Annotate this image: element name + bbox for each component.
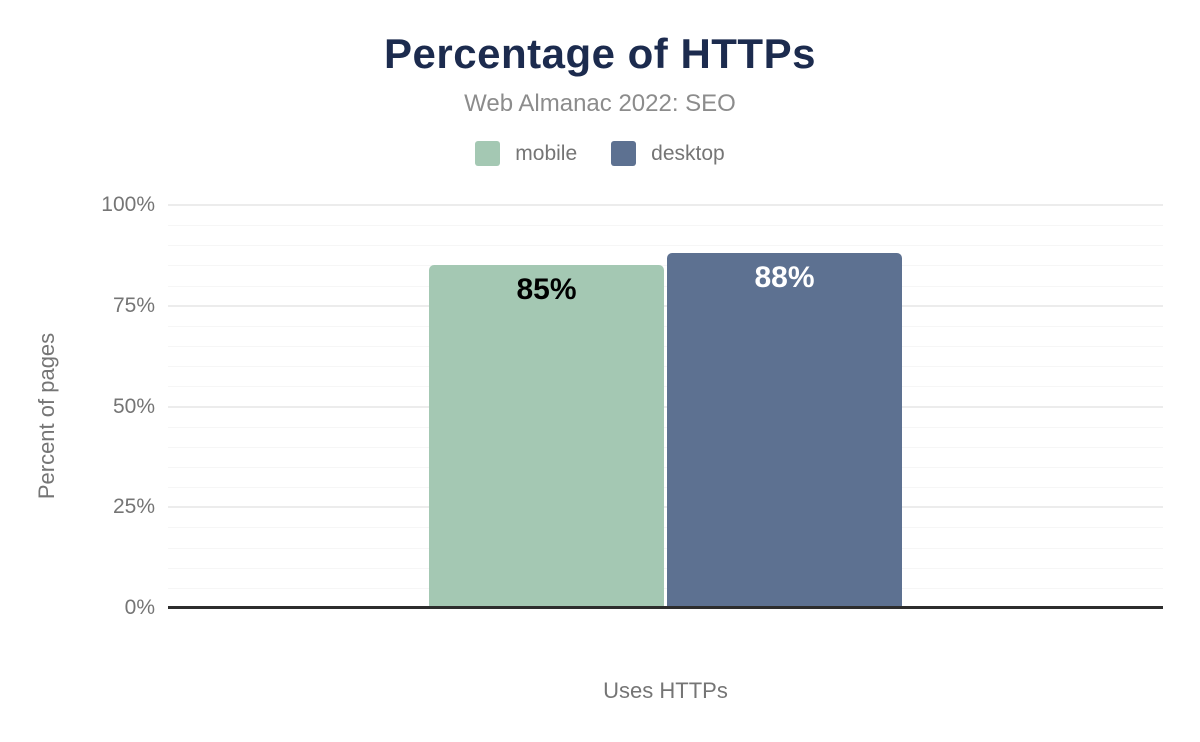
minor-gridline — [168, 325, 1163, 327]
bar-value-label: 85% — [516, 273, 577, 307]
minor-gridline — [168, 346, 1163, 348]
minor-gridline — [168, 265, 1163, 267]
y-tick-label: 0% — [124, 596, 155, 619]
x-axis-title: Uses HTTPs — [603, 678, 728, 703]
minor-gridline — [168, 587, 1163, 589]
y-tick-label: 25% — [112, 495, 155, 519]
major-gridline — [168, 506, 1163, 509]
minor-gridline — [168, 446, 1163, 448]
bars-group: 85% 88% — [168, 205, 1163, 608]
bar-value-label: 88% — [754, 261, 815, 295]
plot-area: 85% 88% — [168, 204, 1163, 609]
legend-swatch-desktop — [611, 141, 637, 166]
minor-gridline — [168, 386, 1163, 388]
y-tick-label: 100% — [101, 193, 155, 216]
minor-gridline — [168, 245, 1163, 247]
major-gridline — [168, 304, 1163, 307]
legend-item-mobile: mobile — [475, 141, 577, 166]
minor-gridline — [168, 527, 1163, 529]
y-tick-label: 50% — [112, 394, 155, 418]
legend: mobile desktop — [0, 141, 1200, 166]
minor-gridline — [168, 225, 1163, 227]
legend-item-desktop: desktop — [611, 141, 725, 166]
legend-label: mobile — [515, 141, 578, 165]
bar-desktop: 88% — [667, 253, 902, 608]
bar-mobile: 85% — [429, 265, 664, 608]
chart-title: Percentage of HTTPs — [384, 30, 816, 77]
minor-gridline — [168, 487, 1163, 489]
major-gridline — [168, 204, 1163, 206]
y-axis-ticks: 0% 25% 50% 75% 100% — [0, 193, 155, 619]
chart-subtitle: Web Almanac 2022: SEO — [464, 90, 736, 117]
minor-gridline — [168, 547, 1163, 549]
legend-swatch-mobile — [475, 141, 501, 166]
minor-gridline — [168, 466, 1163, 468]
minor-gridline — [168, 285, 1163, 287]
minor-gridline — [168, 567, 1163, 569]
minor-gridline — [168, 366, 1163, 368]
minor-gridline — [168, 426, 1163, 428]
legend-label: desktop — [651, 141, 725, 165]
x-axis-line — [168, 606, 1163, 609]
y-tick-label: 75% — [112, 293, 155, 317]
major-gridline — [168, 405, 1163, 408]
